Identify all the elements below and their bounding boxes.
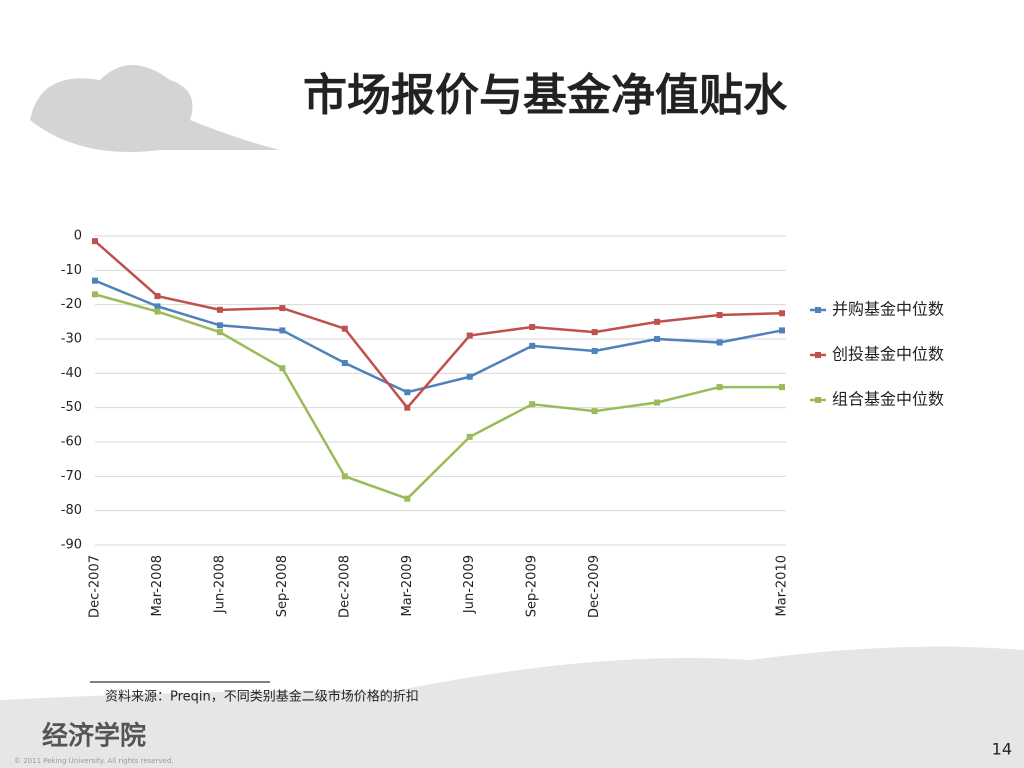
data-point	[341, 473, 348, 480]
data-point	[216, 306, 223, 313]
legend-label: 并购基金中位数	[832, 300, 944, 319]
copyright: © 2011 Peking University. All rights res…	[14, 757, 174, 765]
y-tick-label: 0	[74, 229, 82, 244]
data-point	[154, 303, 161, 310]
data-point	[216, 322, 223, 329]
y-tick-label: -10	[61, 263, 82, 278]
data-point	[279, 327, 286, 334]
data-point	[529, 401, 536, 408]
data-point	[279, 365, 286, 372]
y-tick-label: -30	[61, 332, 82, 347]
y-tick-label: -70	[61, 469, 82, 484]
x-tick-label: Sep-2009	[525, 555, 540, 617]
x-tick-label: Mar-2008	[150, 555, 165, 616]
legend-label: 组合基金中位数	[832, 390, 944, 409]
y-tick-label: -80	[61, 503, 82, 518]
data-point	[654, 318, 661, 325]
data-point	[404, 404, 411, 411]
x-tick-label: Jun-2009	[462, 555, 477, 614]
cloud-ornament	[30, 65, 280, 152]
data-point	[279, 305, 286, 312]
y-tick-label: -40	[61, 366, 82, 381]
data-point	[529, 323, 536, 330]
series-line	[94, 240, 783, 410]
data-point	[779, 384, 785, 391]
data-point	[591, 348, 598, 355]
data-point	[779, 327, 785, 334]
data-point	[466, 373, 473, 380]
data-point	[716, 339, 723, 346]
x-tick-label: Dec-2007	[88, 555, 103, 618]
data-point	[216, 329, 223, 336]
x-tick-label: Dec-2008	[337, 555, 352, 618]
data-point	[92, 277, 98, 284]
data-point	[404, 389, 411, 396]
legend-label: 创投基金中位数	[832, 345, 944, 364]
slide-title: 市场报价与基金净值贴水	[303, 70, 788, 121]
x-tick-label: Mar-2010	[775, 555, 790, 616]
data-point	[591, 329, 598, 336]
data-point	[591, 408, 598, 415]
y-tick-label: -90	[61, 538, 82, 553]
x-tick-label: Dec-2009	[587, 555, 602, 618]
data-point	[716, 384, 723, 391]
series-line	[94, 293, 782, 501]
data-point	[154, 308, 161, 315]
data-point	[466, 433, 473, 440]
x-tick-label: Jun-2008	[212, 555, 227, 614]
data-point	[154, 293, 161, 300]
y-tick-label: -60	[61, 435, 82, 450]
data-point	[466, 332, 473, 339]
data-point	[92, 291, 98, 298]
logo: 经济学院	[42, 721, 146, 752]
data-point	[92, 238, 98, 245]
data-point	[529, 342, 536, 349]
mountains	[0, 646, 1024, 768]
x-tick-label: Sep-2008	[275, 555, 290, 617]
page-number: 14	[992, 740, 1012, 759]
x-tick-label: Mar-2009	[400, 555, 415, 616]
y-tick-label: -20	[61, 297, 82, 312]
data-point	[716, 311, 723, 318]
y-tick-label: -50	[61, 400, 82, 415]
source-note: 资料来源：Preqin，不同类别基金二级市场价格的折扣	[105, 689, 419, 705]
data-point	[779, 310, 785, 317]
data-point	[654, 336, 661, 342]
data-point	[654, 399, 661, 406]
data-point	[404, 495, 411, 502]
data-point	[341, 325, 348, 332]
series-line	[94, 279, 783, 394]
data-point	[341, 360, 348, 367]
